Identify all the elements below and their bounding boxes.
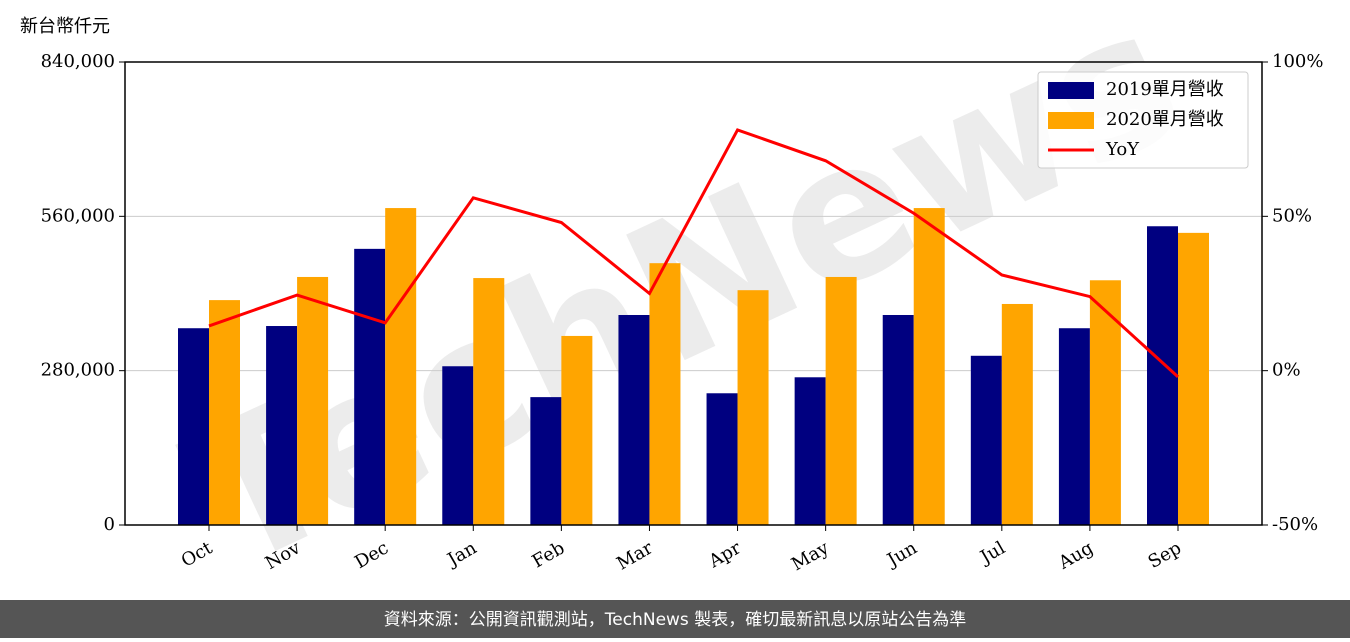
- bar: [649, 263, 681, 525]
- bar: [970, 355, 1002, 525]
- bar: [1147, 226, 1178, 525]
- bar: [354, 248, 386, 525]
- footer: 資料來源：公開資訊觀測站，TechNews 製表，確切最新訊息以原站公告為準: [384, 610, 966, 630]
- bar: [178, 328, 209, 525]
- legend-label: YoY: [1105, 139, 1140, 160]
- bar: [1001, 303, 1033, 525]
- bar: [1089, 280, 1121, 525]
- y2-tick-label: 50%: [1272, 205, 1312, 226]
- bar: [913, 208, 945, 525]
- bar: [297, 276, 329, 525]
- bar: [794, 377, 826, 525]
- bar: [442, 366, 474, 525]
- y-tick-label: 0: [104, 514, 115, 535]
- bar: [825, 276, 857, 525]
- y-axis-label: 新台幣仟元: [20, 16, 110, 37]
- bar: [706, 393, 738, 525]
- y-tick-label: 280,000: [41, 360, 115, 381]
- legend-label: 2019單月營收: [1106, 79, 1224, 100]
- bar: [1058, 328, 1090, 525]
- plot-frame: [124, 61, 1263, 526]
- bar: [209, 300, 240, 525]
- y2-tick-label: -50%: [1272, 514, 1318, 535]
- bar: [882, 314, 914, 525]
- bar: [266, 326, 298, 525]
- bar: [530, 397, 562, 525]
- bar: [737, 290, 769, 525]
- bar: [1178, 232, 1209, 525]
- bar: [473, 278, 505, 525]
- legend-swatch: [1048, 82, 1094, 99]
- bar: [561, 335, 593, 525]
- y2-tick-label: 100%: [1272, 51, 1323, 72]
- bar: [618, 314, 650, 525]
- footer-bar: [0, 600, 1350, 638]
- legend-label: 2020單月營收: [1106, 109, 1224, 130]
- line: [208, 128, 1180, 378]
- y2-tick-label: 0%: [1272, 360, 1301, 381]
- y-tick-label: 560,000: [41, 205, 115, 226]
- legend-swatch: [1048, 112, 1094, 129]
- bar: [385, 208, 417, 525]
- y-tick-label: 840,000: [41, 51, 115, 72]
